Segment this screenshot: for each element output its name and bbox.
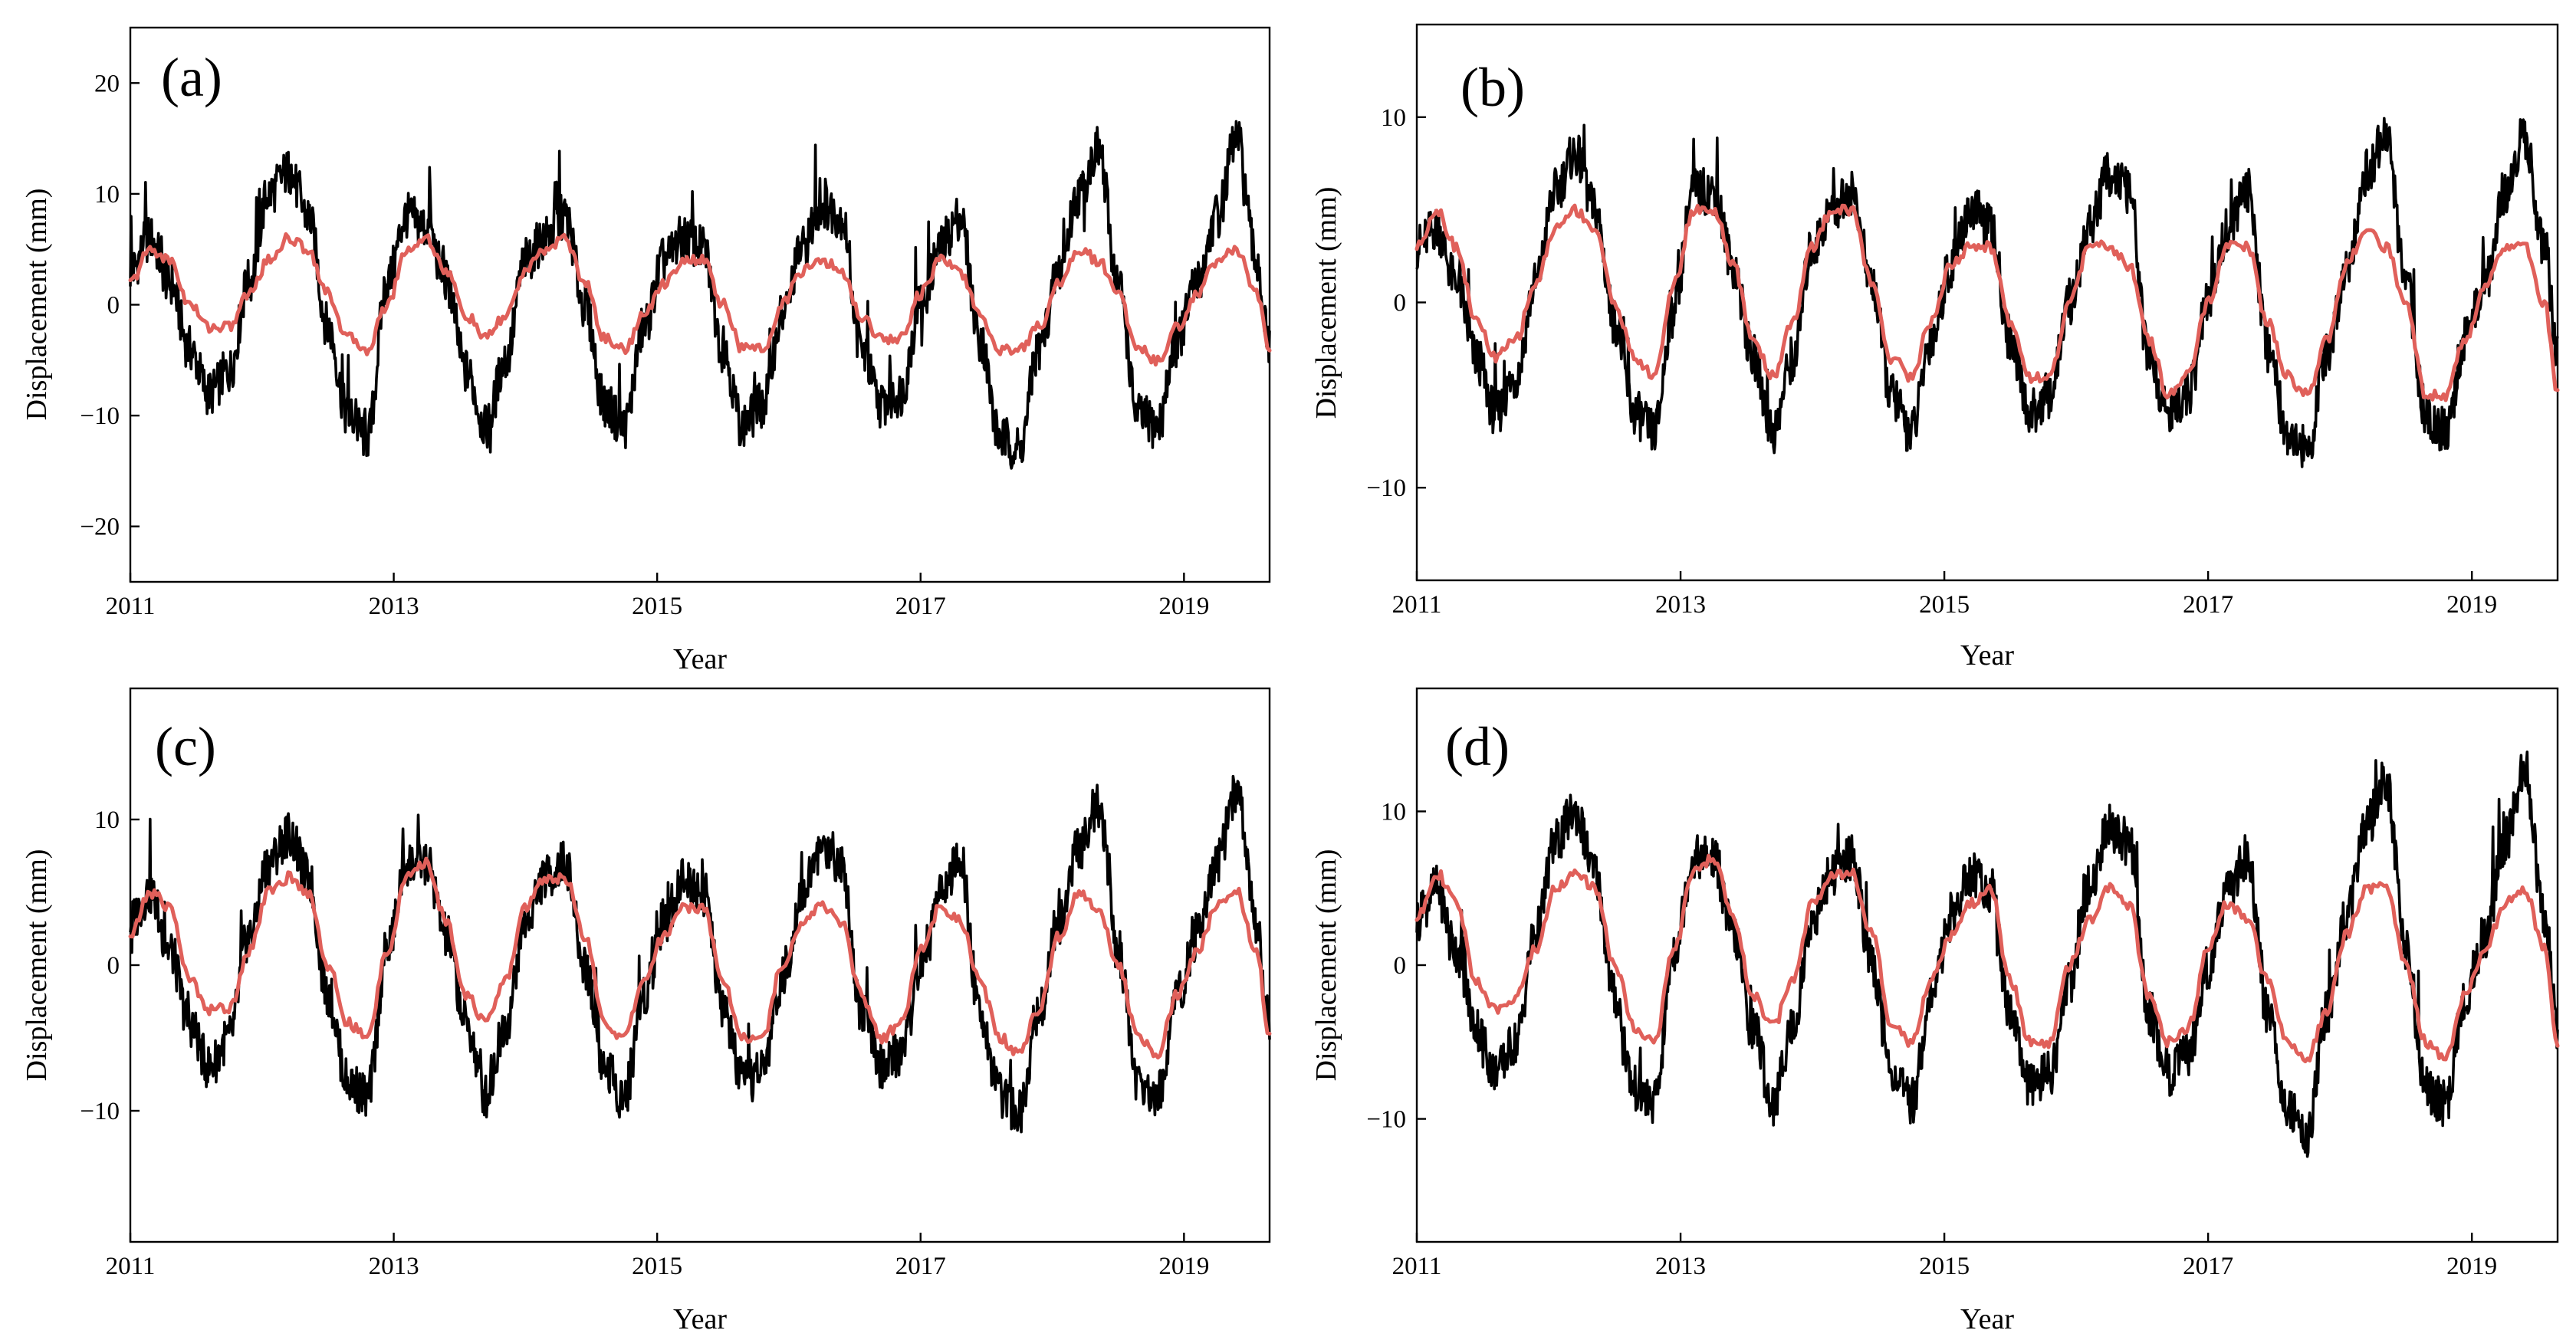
plot-frame <box>1415 687 2559 1243</box>
x-tick-label: 2015 <box>632 1253 682 1280</box>
y-axis-title: Displacement (mm) <box>21 189 53 421</box>
x-tick-group: 2011 2013 2015 2017 2019 <box>1392 571 2497 619</box>
observed-series-line <box>129 774 1271 1134</box>
observed-series-line <box>1415 117 2559 468</box>
panel-label: (b) <box>1460 57 1525 118</box>
x-tick-label: 2013 <box>1655 591 1706 619</box>
panel-label: (a) <box>161 47 222 108</box>
chart-panel-b: 2011 2013 2015 2017 2019 −10 0 10 (b) Displace… <box>1310 23 2560 672</box>
y-tick-group: −10 0 10 <box>80 806 140 1125</box>
chart-panel-a: 2011 2013 2015 2017 2019 −20 −10 0 10 20 (a) Dis… <box>21 26 1272 675</box>
x-tick-label: 2015 <box>1919 591 1970 619</box>
x-tick-label: 2017 <box>2183 591 2233 619</box>
x-tick-label: 2015 <box>1919 1253 1970 1280</box>
y-tick-label: 10 <box>1381 798 1406 826</box>
x-tick-label: 2019 <box>1158 593 1209 620</box>
y-tick-group: −10 0 10 <box>1366 104 1426 502</box>
x-tick-group: 2011 2013 2015 2017 2019 <box>106 1233 1209 1280</box>
observed-series-line <box>129 120 1271 470</box>
y-tick-label: 0 <box>107 292 120 320</box>
x-tick-label: 2019 <box>1158 1253 1209 1280</box>
y-tick-group: −20 −10 0 10 20 <box>80 70 140 541</box>
y-tick-label: −10 <box>1366 1106 1406 1134</box>
x-axis-title: Year <box>673 643 727 675</box>
y-tick-label: −10 <box>80 402 120 430</box>
x-axis-title: Year <box>1960 639 2014 672</box>
x-tick-label: 2013 <box>369 1253 419 1280</box>
x-tick-group: 2011 2013 2015 2017 2019 <box>1392 1233 2497 1280</box>
x-tick-label: 2017 <box>895 593 946 620</box>
x-tick-label: 2011 <box>106 593 156 620</box>
x-axis-title: Year <box>673 1303 727 1335</box>
y-tick-label: 10 <box>94 806 120 834</box>
model-series-line <box>1414 203 2560 402</box>
x-tick-label: 2013 <box>369 593 419 620</box>
observed-series-line <box>1415 750 2559 1158</box>
x-tick-label: 2015 <box>632 593 682 620</box>
y-tick-group: −10 0 10 <box>1366 798 1426 1134</box>
model-series-line <box>128 232 1272 367</box>
panel-label: (c) <box>155 716 216 777</box>
y-tick-label: 0 <box>1394 952 1407 980</box>
y-tick-label: 10 <box>1381 104 1406 132</box>
y-tick-label: −10 <box>1366 475 1406 502</box>
x-tick-label: 2017 <box>2183 1253 2233 1280</box>
model-series-line <box>1414 853 2560 1063</box>
panel-label: (d) <box>1445 716 1510 777</box>
y-tick-label: −10 <box>80 1098 120 1125</box>
y-tick-label: −20 <box>80 514 120 541</box>
y-axis-title: Displacement (mm) <box>21 849 53 1082</box>
plot-frame <box>129 26 1271 583</box>
x-tick-label: 2019 <box>2446 591 2497 619</box>
model-series-line <box>128 856 1272 1060</box>
chart-panel-c: 2011 2013 2015 2017 2019 −10 0 10 (c) Displace… <box>21 687 1272 1335</box>
y-tick-label: 0 <box>107 952 120 980</box>
y-tick-label: 0 <box>1394 290 1407 317</box>
x-tick-label: 2011 <box>1392 1253 1442 1280</box>
y-tick-label: 10 <box>94 181 120 209</box>
y-axis-title: Displacement (mm) <box>1310 187 1342 419</box>
y-tick-label: 20 <box>94 70 120 97</box>
x-tick-label: 2011 <box>1392 591 1442 619</box>
plot-frame <box>129 687 1271 1243</box>
x-tick-label: 2017 <box>895 1253 946 1280</box>
x-tick-label: 2019 <box>2446 1253 2497 1280</box>
plot-frame <box>1415 23 2559 582</box>
x-tick-label: 2011 <box>106 1253 156 1280</box>
x-tick-group: 2011 2013 2015 2017 2019 <box>106 573 1209 620</box>
chart-panel-d: 2011 2013 2015 2017 2019 −10 0 10 (d) Displace… <box>1310 687 2560 1335</box>
x-axis-title: Year <box>1960 1303 2014 1335</box>
x-tick-label: 2013 <box>1655 1253 1706 1280</box>
y-axis-title: Displacement (mm) <box>1310 849 1342 1082</box>
